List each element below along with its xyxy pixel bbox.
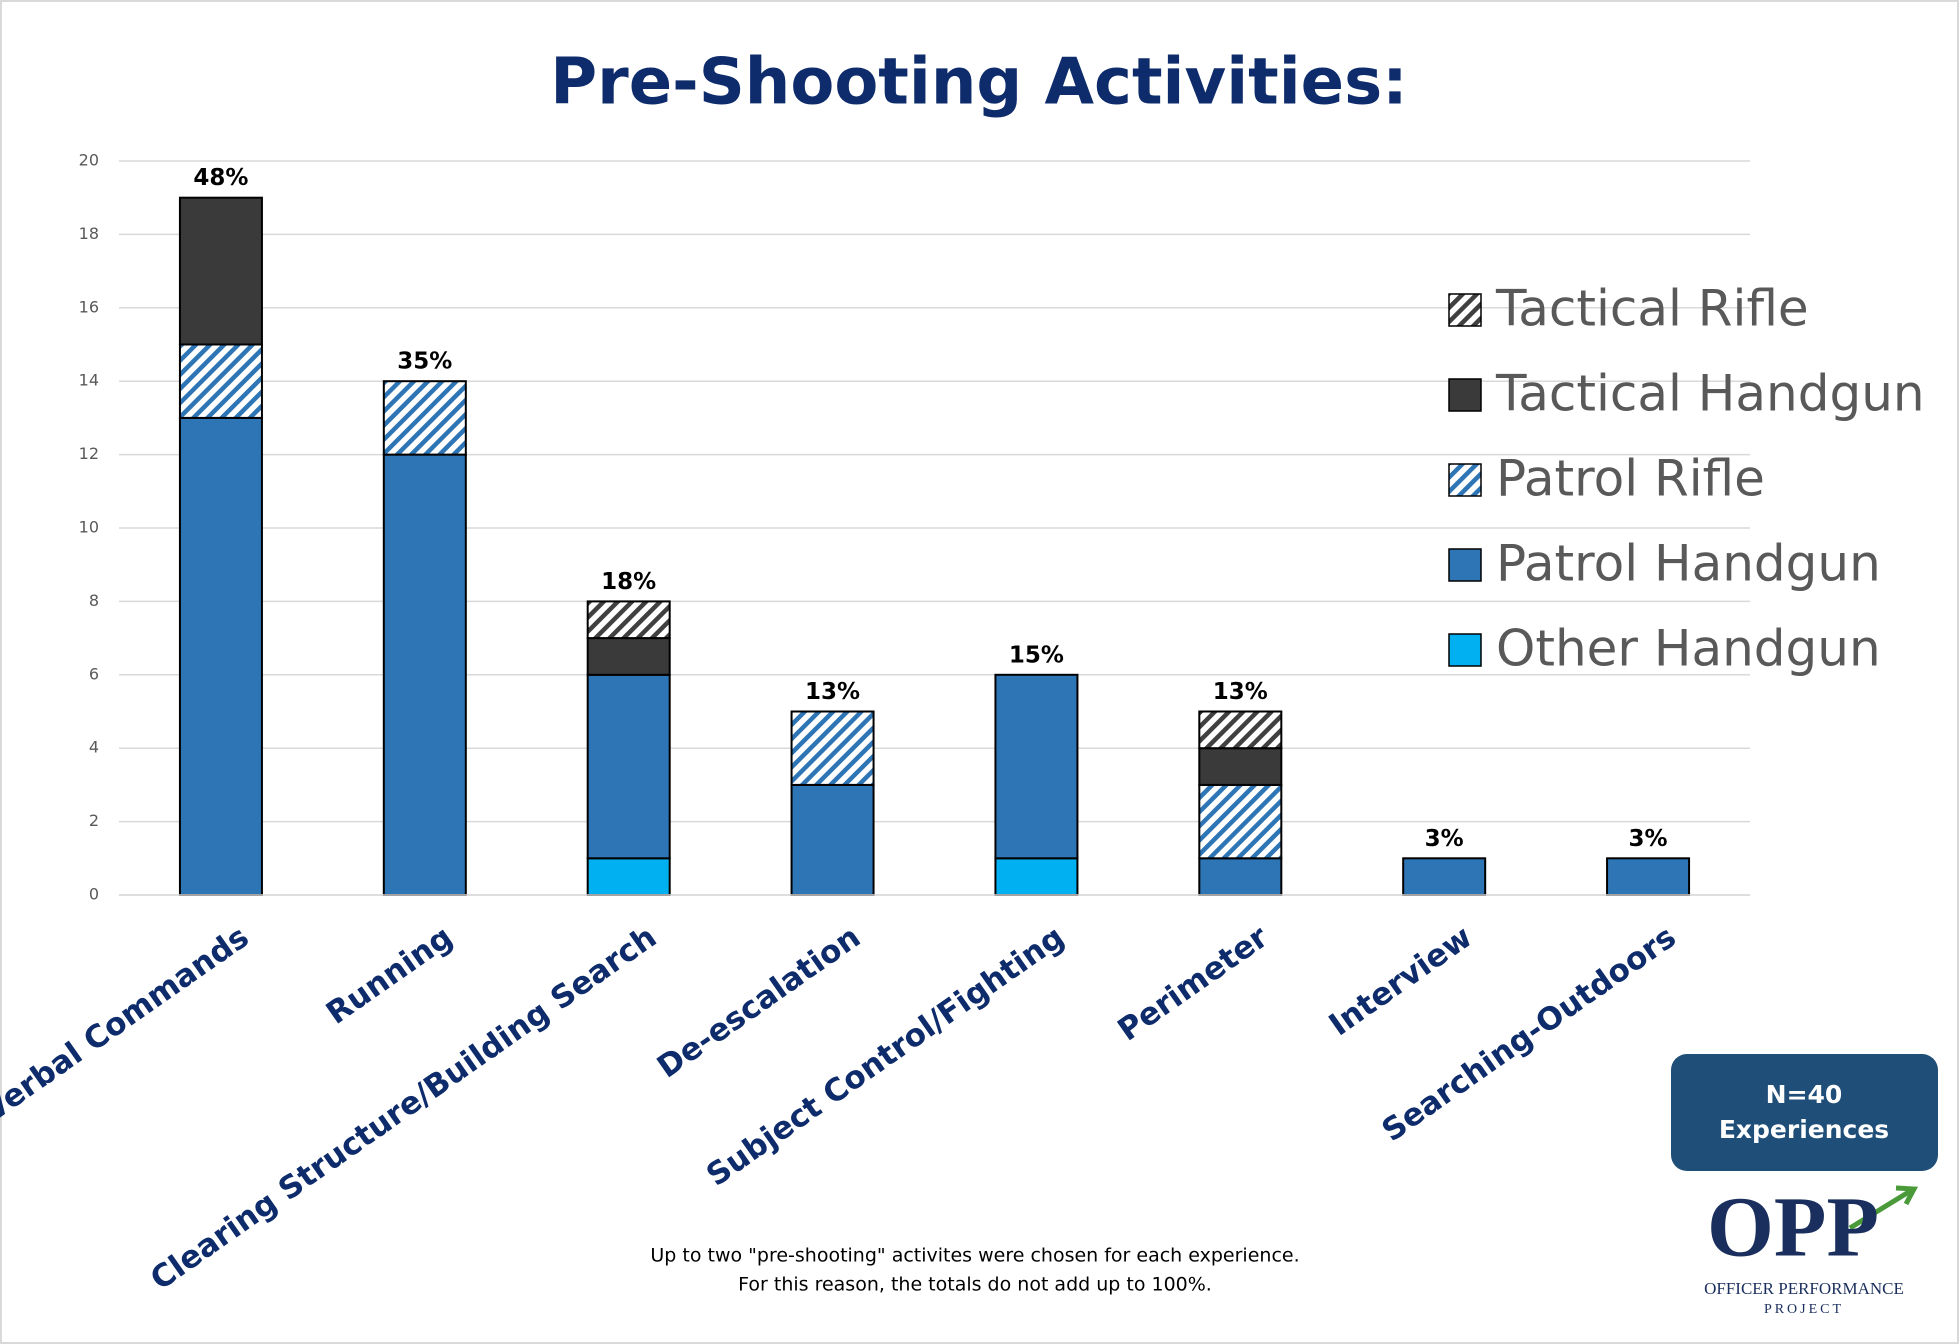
legend-label: Patrol Handgun (1496, 535, 1881, 593)
logo-text: PROJECT (1764, 1302, 1844, 1317)
y-tick-label: 4 (89, 738, 99, 757)
legend-label: Patrol Rifle (1496, 450, 1765, 508)
bar-segment (382, 380, 467, 456)
bar-segment (1198, 710, 1283, 750)
bar-segment (178, 343, 263, 419)
bar-segment (586, 637, 671, 676)
legend-label: Other Handgun (1496, 620, 1881, 678)
logo-text: OFFICER PERFORMANCE (1704, 1279, 1904, 1298)
bar-segment (586, 857, 671, 896)
total-label: 35% (397, 349, 452, 375)
total-label: 48% (193, 165, 248, 191)
bar-segment (790, 783, 875, 897)
y-tick-label: 14 (79, 371, 99, 390)
total-label: 13% (805, 679, 860, 705)
total-label: 3% (1425, 826, 1464, 852)
legend-label: Tactical Rifle (1495, 280, 1809, 338)
y-tick-label: 2 (89, 811, 99, 830)
legend-swatch (1448, 293, 1482, 327)
chart-title: Pre-Shooting Activities: (550, 46, 1408, 120)
note-text: Experiences (1719, 1115, 1889, 1144)
bar-segment (790, 710, 875, 786)
total-label: 13% (1213, 679, 1268, 705)
y-tick-label: 10 (79, 518, 99, 537)
bar-segment (1198, 747, 1283, 786)
bar-segment (586, 673, 671, 860)
total-label: 18% (601, 569, 656, 595)
y-tick-label: 12 (79, 444, 99, 463)
bar-segment (1198, 857, 1283, 896)
bar-segment (178, 196, 263, 346)
legend-label: Tactical Handgun (1495, 365, 1925, 423)
logo: OPP OFFICER PERFORMANCE PROJECT (1704, 1179, 1919, 1317)
note-box (1671, 1054, 1938, 1171)
bar-segment (586, 600, 671, 640)
note-text: N=40 (1766, 1080, 1843, 1109)
y-tick-label: 8 (89, 591, 99, 610)
bar-segment (1606, 857, 1691, 896)
y-tick-label: 0 (89, 885, 99, 904)
legend-swatch (1448, 463, 1482, 497)
bar-segment (1198, 783, 1283, 860)
y-tick-label: 6 (89, 664, 99, 683)
footnote: Up to two "pre-shooting" activites were … (650, 1245, 1299, 1267)
legend-swatch (1448, 548, 1482, 582)
y-tick-label: 16 (79, 297, 99, 316)
y-tick-label: 18 (79, 224, 99, 243)
y-tick-label: 20 (79, 151, 99, 170)
total-label: 15% (1009, 642, 1064, 668)
bar-segment (382, 453, 467, 896)
logo-arrow (1848, 1185, 1919, 1231)
bar-segment (178, 416, 263, 896)
legend-swatch (1448, 633, 1482, 667)
footnote: For this reason, the totals do not add u… (738, 1274, 1212, 1296)
logo-mark: OPP (1707, 1179, 1879, 1275)
bar-segment (994, 673, 1079, 860)
bar-segment (994, 857, 1079, 896)
legend-swatch (1448, 378, 1482, 412)
bar-segment (1402, 857, 1487, 896)
total-label: 3% (1629, 826, 1668, 852)
